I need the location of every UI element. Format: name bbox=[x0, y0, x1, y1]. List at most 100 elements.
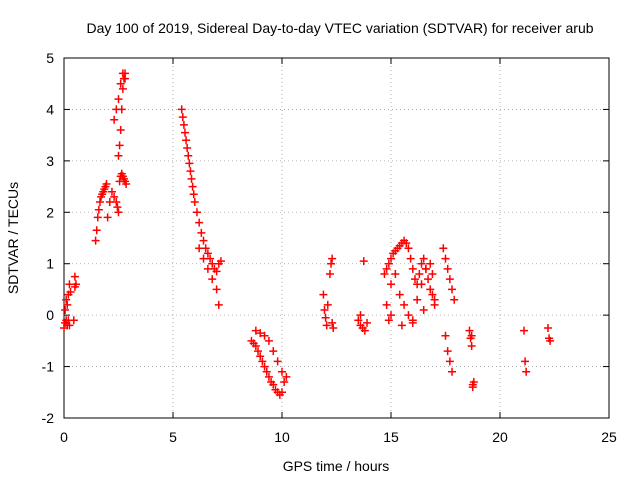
data-point bbox=[397, 321, 406, 330]
grid bbox=[63, 57, 610, 419]
data-point bbox=[113, 203, 122, 212]
data-point bbox=[114, 151, 123, 160]
data-point bbox=[387, 311, 395, 320]
data-point bbox=[419, 306, 428, 314]
data-point bbox=[522, 367, 531, 376]
data-point bbox=[521, 357, 530, 366]
data-point bbox=[408, 264, 417, 273]
data-point bbox=[110, 192, 119, 201]
data-point bbox=[115, 141, 124, 150]
data-point bbox=[262, 367, 271, 376]
data-point bbox=[103, 213, 112, 222]
data-point bbox=[322, 321, 331, 330]
data-point bbox=[441, 254, 450, 263]
data-point bbox=[363, 318, 372, 327]
data-point bbox=[188, 182, 197, 191]
data-point bbox=[184, 151, 193, 160]
y-axis-label: SDTVAR / TECUs bbox=[5, 182, 21, 294]
y-tick-label: 0 bbox=[46, 307, 54, 323]
data-point bbox=[121, 74, 130, 83]
data-point bbox=[66, 288, 75, 296]
data-point bbox=[214, 300, 223, 309]
data-point bbox=[328, 254, 337, 263]
data-point bbox=[92, 226, 101, 235]
data-point bbox=[419, 254, 428, 263]
data-point bbox=[387, 280, 395, 289]
y-tick-label: -2 bbox=[42, 410, 55, 426]
x-tick-label: 20 bbox=[492, 429, 508, 445]
data-point bbox=[195, 244, 204, 253]
x-tick-label: 10 bbox=[274, 429, 290, 445]
x-tick-label: 15 bbox=[383, 429, 399, 445]
data-point bbox=[95, 198, 104, 206]
y-tick-label: 1 bbox=[46, 256, 54, 272]
data-point bbox=[203, 249, 212, 258]
data-point bbox=[469, 378, 478, 386]
data-point bbox=[441, 331, 450, 340]
data-point bbox=[94, 205, 103, 214]
data-point bbox=[413, 295, 422, 304]
data-point bbox=[186, 167, 195, 176]
x-tick-label: 25 bbox=[601, 429, 617, 445]
data-point bbox=[112, 198, 121, 206]
data-point bbox=[359, 257, 368, 266]
data-point bbox=[251, 326, 260, 335]
data-point bbox=[118, 69, 127, 78]
data-point bbox=[328, 318, 337, 327]
data-point bbox=[178, 113, 187, 122]
data-point bbox=[180, 128, 189, 137]
data-point bbox=[187, 174, 196, 183]
data-point bbox=[112, 105, 121, 114]
y-tick-label: 4 bbox=[46, 101, 54, 117]
data-point bbox=[321, 313, 330, 322]
data-point bbox=[114, 95, 123, 104]
data-point bbox=[402, 239, 411, 248]
data-point bbox=[465, 326, 474, 335]
data-point bbox=[62, 295, 71, 304]
x-axis-label: GPS time / hours bbox=[283, 458, 390, 474]
data-point bbox=[319, 290, 328, 299]
data-point bbox=[404, 311, 413, 320]
x-tick-label: 5 bbox=[169, 429, 177, 445]
data-point bbox=[546, 336, 555, 345]
data-point bbox=[183, 144, 192, 152]
data-point bbox=[382, 264, 391, 273]
data-point bbox=[177, 105, 186, 114]
data-point bbox=[356, 311, 365, 320]
data-point bbox=[208, 275, 217, 284]
data-point bbox=[185, 159, 194, 168]
data-point bbox=[278, 367, 286, 376]
data-point bbox=[323, 300, 332, 309]
data-point bbox=[107, 187, 116, 196]
data-point bbox=[199, 254, 208, 263]
data-point bbox=[102, 180, 111, 188]
data-point bbox=[443, 264, 452, 273]
data-point bbox=[280, 378, 289, 386]
data-point bbox=[118, 84, 127, 93]
data-point bbox=[417, 280, 426, 289]
data-point bbox=[468, 383, 477, 392]
data-point bbox=[65, 321, 74, 330]
data-point bbox=[467, 331, 476, 340]
data-point bbox=[179, 120, 188, 129]
data-point bbox=[197, 228, 206, 237]
data-point bbox=[256, 352, 265, 361]
data-point bbox=[384, 259, 393, 268]
data-point bbox=[428, 270, 437, 278]
data-point bbox=[395, 290, 404, 299]
data-point bbox=[203, 264, 212, 273]
data-point bbox=[116, 79, 125, 88]
data-point bbox=[354, 316, 363, 325]
data-point bbox=[360, 326, 369, 335]
data-point bbox=[428, 290, 437, 299]
data-point bbox=[269, 380, 278, 389]
data-point bbox=[400, 300, 409, 309]
data-point bbox=[190, 198, 199, 206]
data-point bbox=[189, 190, 198, 199]
data-point bbox=[212, 267, 221, 276]
data-points bbox=[60, 69, 555, 399]
data-point bbox=[63, 300, 72, 309]
data-point bbox=[70, 272, 79, 281]
data-point bbox=[269, 347, 278, 356]
data-point bbox=[282, 372, 291, 381]
